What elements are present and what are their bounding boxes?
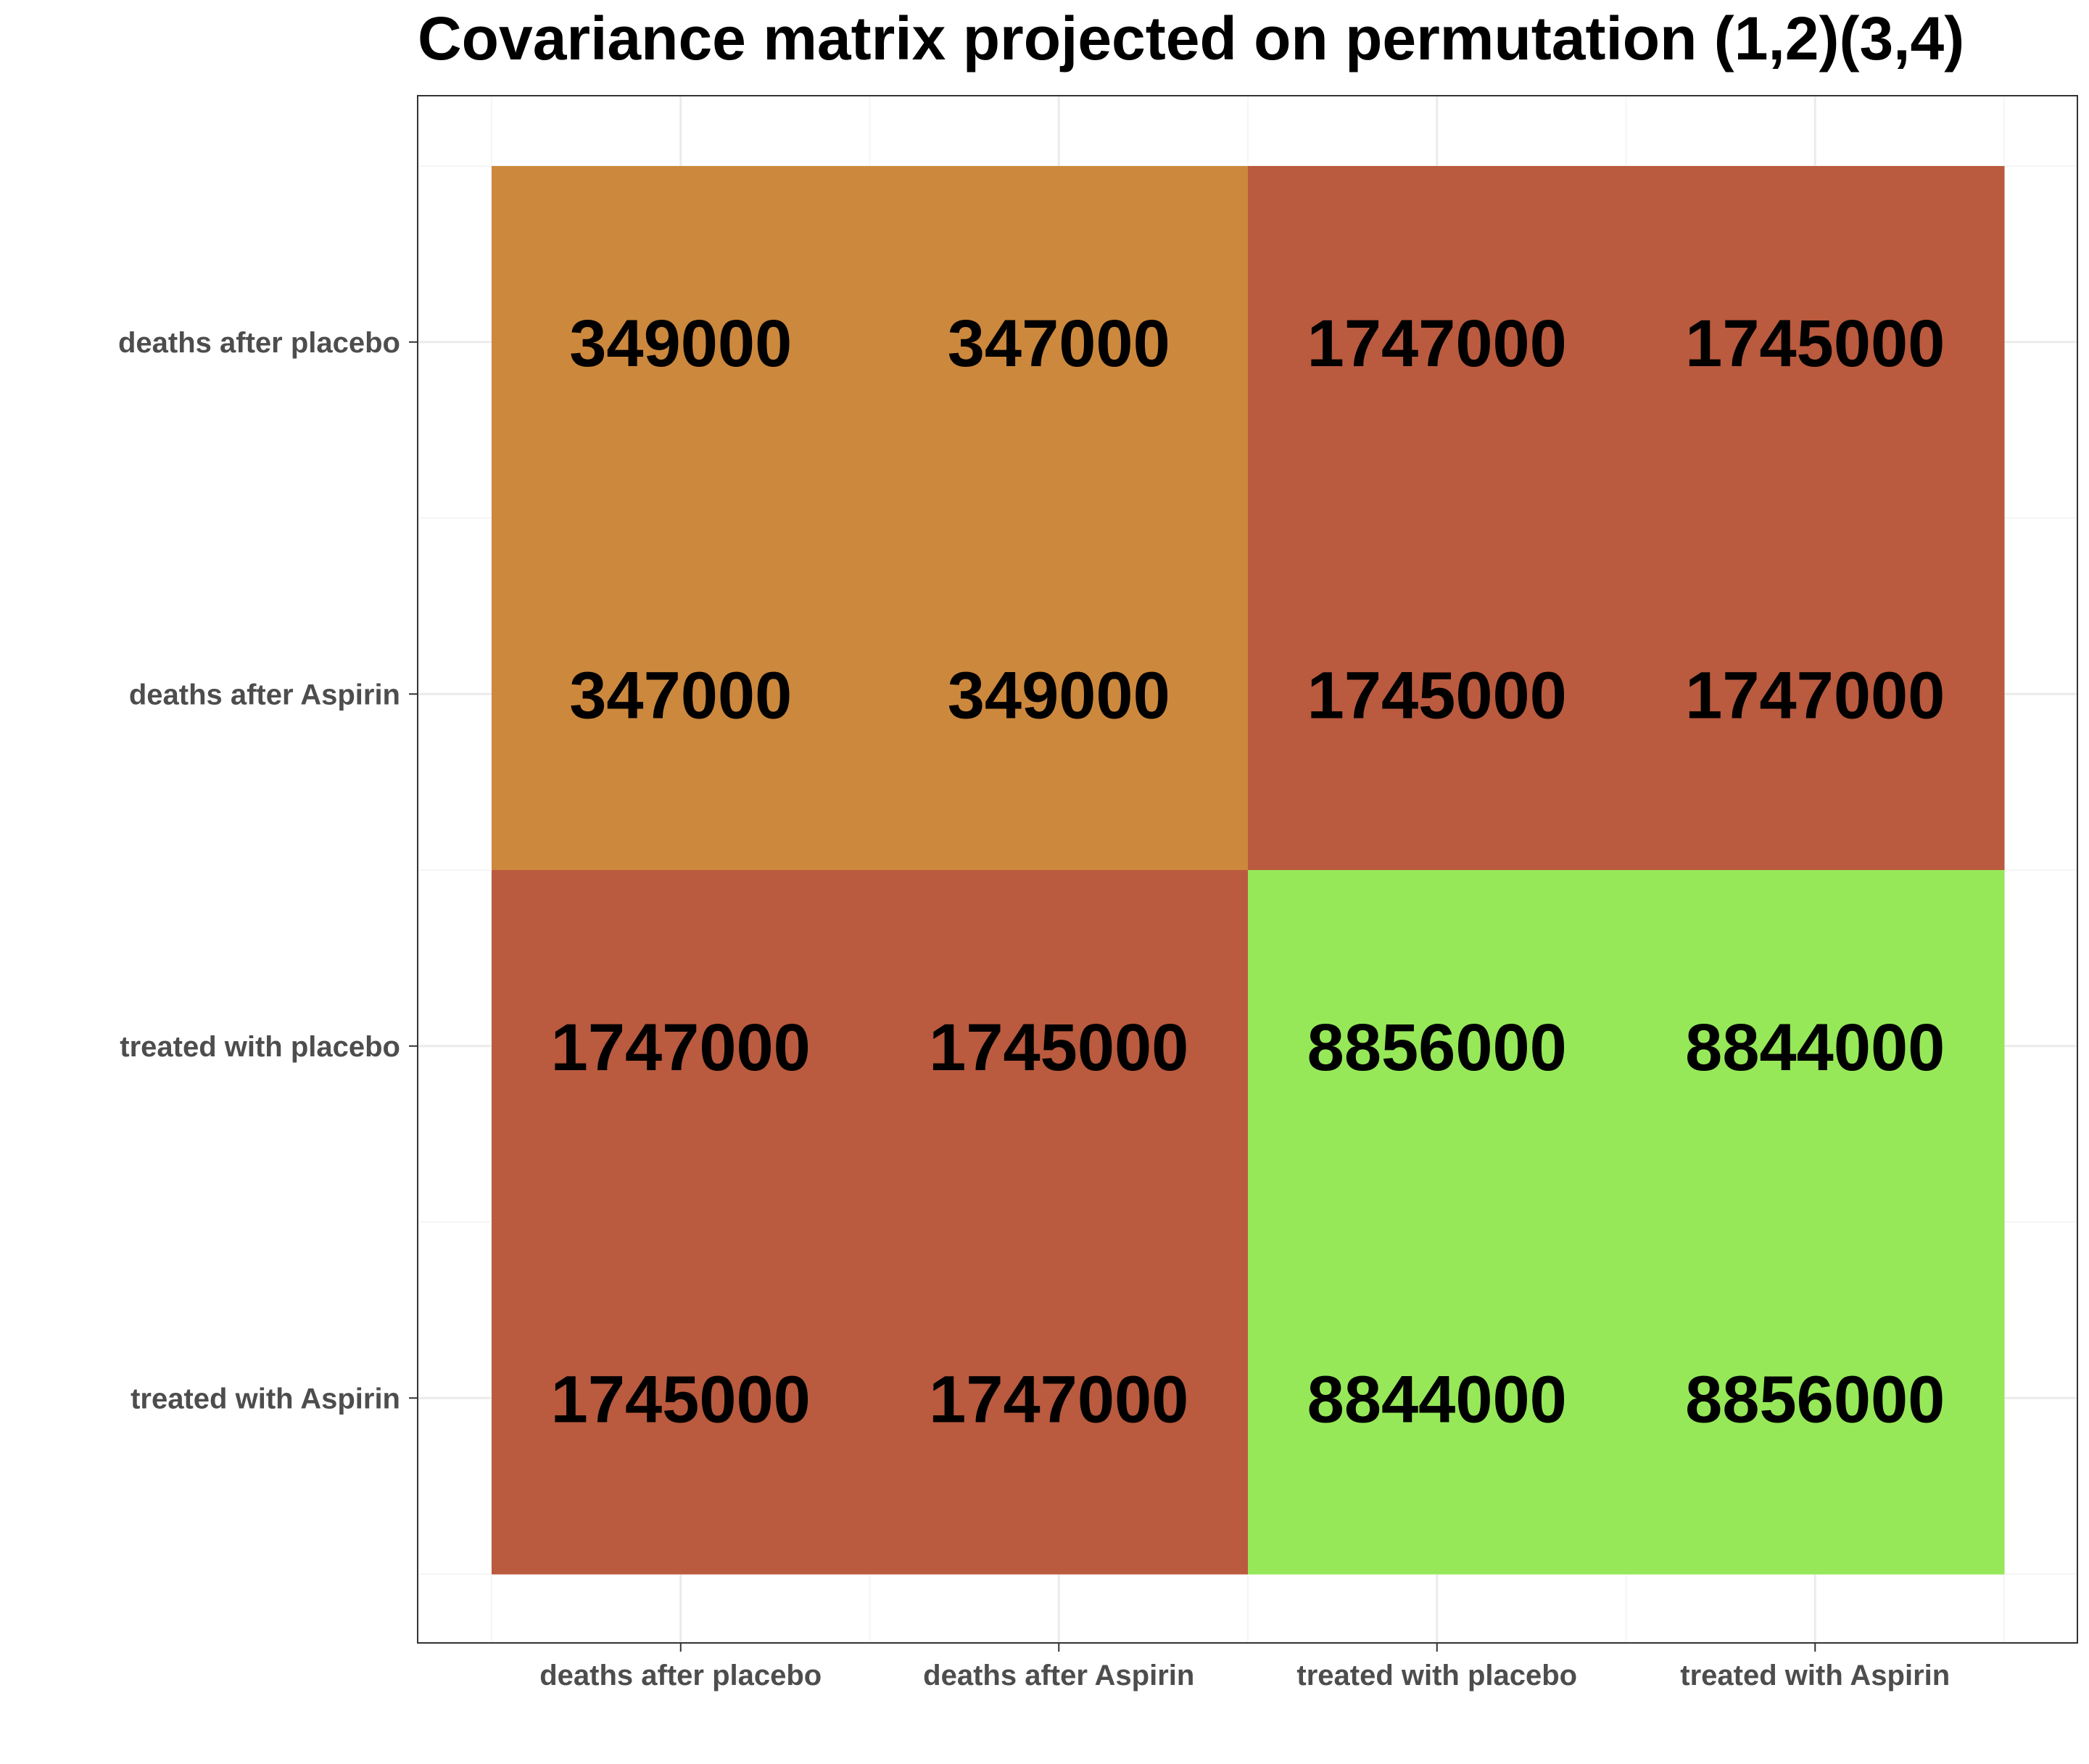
heatmap-cell bbox=[1248, 1222, 1626, 1575]
y-tick-label: treated with Aspirin bbox=[131, 1383, 400, 1415]
cell-value-labels: 349000 347000 1747000 1745000 347000 349000 17… bbox=[551, 307, 1945, 1437]
cell-value-label: 8844000 bbox=[1685, 1011, 1945, 1085]
heatmap-cell bbox=[1626, 870, 2005, 1222]
cell-value-label: 1745000 bbox=[929, 1011, 1188, 1085]
cell-value-label: 349000 bbox=[948, 658, 1170, 732]
cell-value-label: 1747000 bbox=[1307, 307, 1567, 381]
heatmap-cell bbox=[1248, 518, 1626, 871]
heatmap-cell bbox=[869, 870, 1249, 1222]
axes: deaths after placebo deaths after Aspirin… bbox=[118, 327, 1950, 1691]
cell-value-label: 1747000 bbox=[1685, 658, 1945, 732]
heatmap-cell bbox=[492, 518, 870, 871]
heatmap-cell bbox=[492, 166, 870, 518]
cell-value-label: 349000 bbox=[569, 307, 792, 381]
x-tick-label: treated with Aspirin bbox=[1680, 1660, 1950, 1691]
heatmap-cell bbox=[1248, 870, 1626, 1222]
x-tick-label: deaths after Aspirin bbox=[923, 1660, 1194, 1691]
cell-value-label: 1745000 bbox=[551, 1362, 811, 1436]
heatmap-cell bbox=[869, 166, 1249, 518]
cell-value-label: 8856000 bbox=[1685, 1362, 1945, 1436]
heatmap-cell bbox=[1626, 518, 2005, 871]
cell-value-label: 347000 bbox=[569, 658, 792, 732]
x-tick-label: deaths after placebo bbox=[539, 1660, 822, 1691]
heatmap-cell bbox=[1626, 1222, 2005, 1575]
chart-title: Covariance matrix projected on permutati… bbox=[418, 4, 1964, 73]
heatmap-cell bbox=[869, 518, 1249, 871]
cell-value-label: 1747000 bbox=[929, 1362, 1188, 1436]
cell-value-label: 1745000 bbox=[1685, 307, 1945, 381]
heatmap-cell bbox=[492, 1222, 870, 1575]
y-tick-label: deaths after placebo bbox=[118, 327, 400, 359]
x-tick-label: treated with placebo bbox=[1296, 1660, 1577, 1691]
heatmap-cells bbox=[492, 166, 2005, 1575]
y-tick-label: treated with placebo bbox=[120, 1031, 400, 1063]
cell-value-label: 1745000 bbox=[1307, 658, 1567, 732]
heatmap-cell bbox=[492, 870, 870, 1222]
y-tick-label: deaths after Aspirin bbox=[129, 679, 400, 711]
heatmap-cell bbox=[1248, 166, 1626, 518]
cell-value-label: 8856000 bbox=[1307, 1011, 1567, 1085]
heatmap-cell bbox=[1626, 166, 2005, 518]
cell-value-label: 8844000 bbox=[1307, 1362, 1567, 1436]
panel-border bbox=[417, 95, 2078, 1644]
cell-value-label: 347000 bbox=[948, 307, 1170, 381]
heatmap-cell bbox=[869, 1222, 1249, 1575]
cell-value-label: 1747000 bbox=[551, 1011, 811, 1085]
